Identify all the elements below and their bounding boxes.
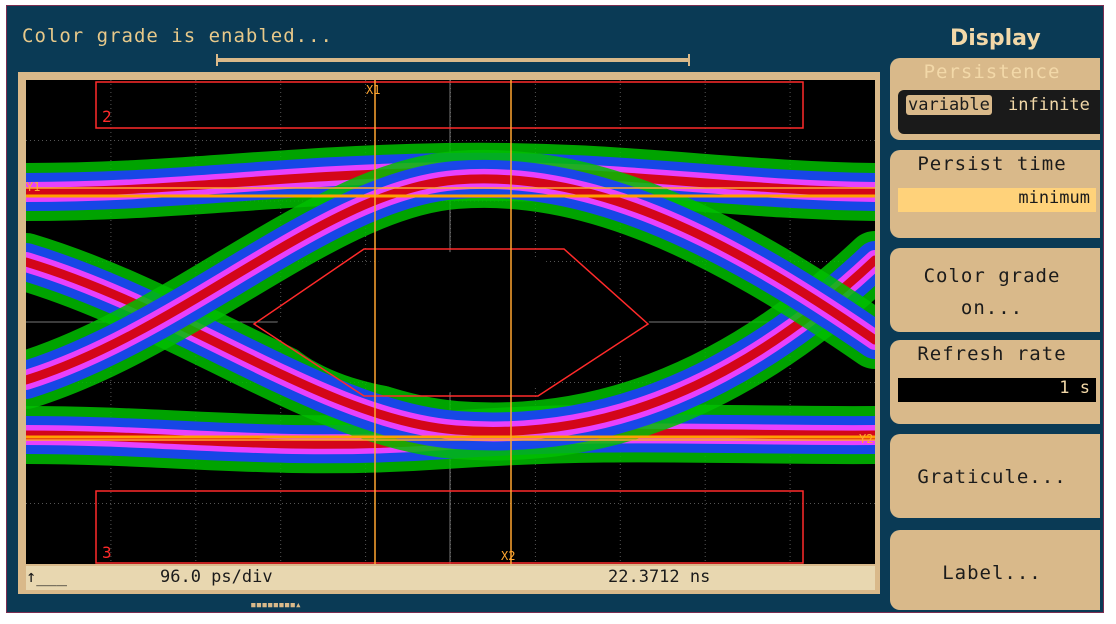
refresh-rate-value[interactable]: 1 s bbox=[898, 378, 1096, 402]
label-key[interactable]: Label... bbox=[890, 530, 1100, 610]
marker-x2-label: X2 bbox=[501, 549, 515, 563]
marker-y1-label: Y1 bbox=[26, 180, 40, 194]
scroll-indicator-icon: ▪▪▪▪▪▪▪▪▴ bbox=[250, 598, 302, 611]
refresh-rate-key[interactable]: Refresh rate 1 s bbox=[890, 340, 1100, 424]
persistence-label: Persistence bbox=[923, 61, 1061, 83]
persist-time-key[interactable]: Persist time minimum bbox=[890, 150, 1100, 238]
mask-region-top-number: 2 bbox=[102, 107, 112, 126]
eye-opening bbox=[276, 251, 651, 393]
label-label: Label... bbox=[942, 562, 1042, 584]
graticule-label: Graticule... bbox=[917, 466, 1067, 488]
color-grade-label: Color grade on... bbox=[890, 260, 1094, 324]
marker-x1-label: X1 bbox=[366, 83, 380, 97]
timebase-readout-bar: ↑___ 96.0 ps/div 22.3712 ns bbox=[26, 566, 875, 590]
graticule-key[interactable]: Graticule... bbox=[890, 434, 1100, 518]
mask-region-bottom-number: 3 bbox=[102, 543, 112, 562]
mask-region-top bbox=[95, 81, 804, 129]
persist-time-value[interactable]: minimum bbox=[898, 188, 1096, 212]
persistence-option-infinite[interactable]: infinite bbox=[1008, 95, 1090, 115]
status-progress-bar bbox=[216, 54, 690, 66]
eye-diagram-canvas: 2 3 X1 X2 Y1 Y2 bbox=[26, 80, 875, 564]
color-grade-label-line1: Color grade bbox=[923, 265, 1061, 287]
mask-region-center bbox=[252, 248, 650, 397]
color-grade-key[interactable]: Color grade on... bbox=[890, 248, 1100, 332]
menu-title: Display bbox=[950, 26, 1041, 51]
horizontal-position-readout: 22.3712 ns bbox=[608, 567, 711, 587]
persistence-key[interactable]: Persistence variable infinite bbox=[890, 58, 1100, 140]
trigger-icon: ↑___ bbox=[26, 567, 67, 587]
marker-y2-label: Y2 bbox=[859, 432, 873, 446]
color-grade-label-line2: on... bbox=[960, 297, 1024, 319]
status-message: Color grade is enabled... bbox=[22, 25, 333, 47]
waveform-display[interactable]: 2 3 X1 X2 Y1 Y2 bbox=[26, 80, 875, 564]
persistence-option-variable[interactable]: variable bbox=[906, 95, 992, 115]
eye-trace-band bbox=[26, 174, 875, 385]
refresh-rate-label: Refresh rate bbox=[917, 343, 1067, 365]
mask-region-bottom bbox=[95, 490, 804, 564]
horizontal-scale-readout: 96.0 ps/div bbox=[160, 567, 273, 587]
persist-time-label: Persist time bbox=[917, 153, 1067, 175]
